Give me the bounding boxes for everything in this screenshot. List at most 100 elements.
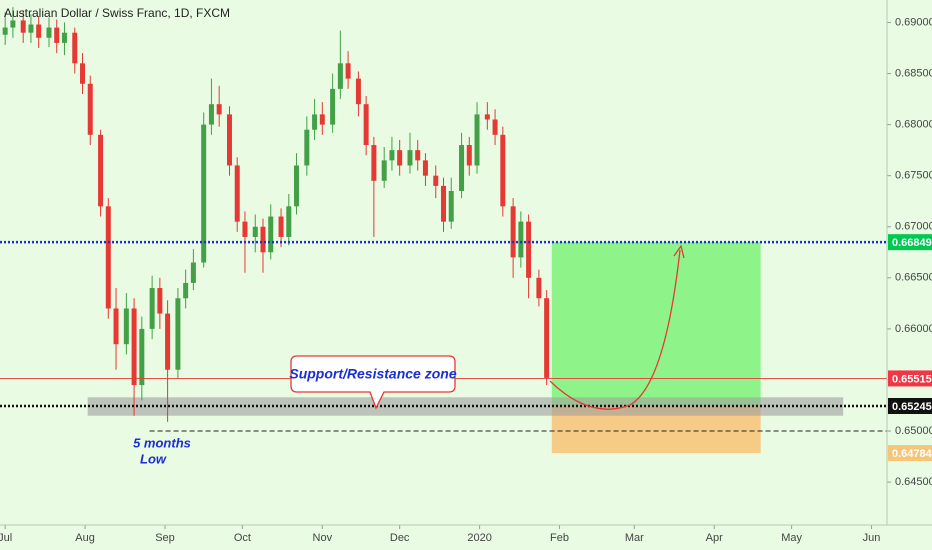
candle-body (363, 104, 369, 146)
candle-body (98, 134, 104, 207)
price-tag-label: 0.65245 (892, 401, 932, 413)
candle-body (422, 160, 428, 176)
candle-body (201, 124, 207, 263)
y-tick-label: 0.69000 (895, 16, 932, 28)
x-tick-label: Jun (863, 532, 881, 544)
candle-body (87, 83, 93, 135)
candle-body (80, 63, 86, 84)
candle-body (371, 145, 377, 181)
candle-body (54, 27, 60, 43)
chart-title: Australian Dollar / Swiss Franc, 1D, FXC… (4, 6, 230, 20)
candle-body (345, 63, 351, 79)
candle-body (415, 150, 421, 161)
candle-body (389, 150, 395, 161)
y-tick-label: 0.64500 (895, 476, 932, 488)
candle-body (441, 185, 446, 222)
candle-body (28, 24, 34, 33)
arrow-head (673, 244, 685, 259)
candle-body (484, 114, 490, 120)
candle-body (330, 88, 336, 125)
candle-body (286, 206, 292, 237)
candle-body (337, 63, 343, 89)
x-tick-label: Apr (706, 532, 723, 544)
candle-body (518, 221, 524, 258)
candle-body (234, 165, 240, 222)
candle-body (355, 78, 361, 105)
candle-body (294, 165, 300, 207)
candle-body (72, 32, 78, 64)
low-note: Low (140, 451, 167, 466)
candle-body (459, 145, 465, 192)
x-tick-label: May (781, 532, 802, 544)
candle-body (407, 150, 413, 166)
candle-body (492, 119, 498, 135)
projection-arrow (549, 249, 681, 410)
candle-body (61, 32, 67, 43)
x-tick-label: Sep (155, 532, 175, 544)
candle-body (381, 160, 387, 181)
candle-body (474, 114, 480, 166)
candle-body (500, 134, 506, 207)
candle-body (10, 20, 16, 28)
price-tag (888, 398, 932, 415)
candle-body (278, 216, 284, 237)
low-note: 5 months (133, 435, 191, 450)
x-tick-label: Aug (75, 532, 95, 544)
callout-box (290, 355, 456, 410)
y-tick-label: 0.68500 (895, 67, 932, 79)
candle-body (175, 298, 181, 370)
candle-body (139, 328, 145, 386)
candle-body (312, 114, 318, 130)
candle-body (304, 129, 310, 166)
price-tag (888, 370, 932, 387)
candle-body (105, 206, 111, 309)
price-tag-label: 0.64784 (892, 448, 932, 460)
x-tick-label: Oct (234, 532, 251, 544)
candle-body (216, 104, 222, 115)
candle-body (544, 298, 550, 378)
price-tag-label: 0.65515 (892, 373, 932, 385)
candle-body (113, 308, 119, 345)
y-tick-label: 0.65000 (895, 425, 932, 437)
price-tag (888, 234, 932, 251)
y-tick-label: 0.68000 (895, 119, 932, 131)
candle-body (149, 288, 155, 329)
candle-body (526, 221, 532, 278)
target-box (551, 242, 761, 407)
x-tick-label: Dec (390, 532, 410, 544)
candle-body (36, 24, 42, 38)
candle-body (20, 20, 26, 33)
candle-body (183, 282, 189, 299)
candle-body (252, 226, 258, 237)
y-tick-label: 0.66500 (895, 272, 932, 284)
x-tick-label: Nov (313, 532, 333, 544)
price-tag-label: 0.66849 (892, 237, 932, 249)
candle-body (433, 175, 439, 186)
candle-body (536, 277, 542, 299)
candle-body (448, 191, 454, 222)
candle-body (397, 150, 403, 166)
candle-body (319, 114, 325, 125)
candle-body (46, 27, 52, 38)
candle-body (510, 206, 516, 258)
candle-body (2, 27, 8, 35)
candle-body (190, 262, 196, 283)
y-tick-label: 0.67000 (895, 221, 932, 233)
candle-body (165, 313, 171, 370)
x-tick-label: Mar (625, 532, 644, 544)
x-tick-label: Jul (0, 532, 12, 544)
candle-body (242, 221, 248, 237)
candle-body (268, 216, 274, 253)
candle-body (131, 308, 137, 386)
y-tick-label: 0.66000 (895, 323, 932, 335)
y-tick-label: 0.67500 (895, 170, 932, 182)
candle-body (226, 114, 232, 166)
candle-body (123, 308, 129, 345)
x-tick-label: 2020 (467, 532, 491, 544)
plot: 0.645000.650000.655000.660000.665000.670… (0, 7, 932, 544)
price-tag (888, 445, 932, 462)
x-tick-label: Feb (550, 532, 569, 544)
